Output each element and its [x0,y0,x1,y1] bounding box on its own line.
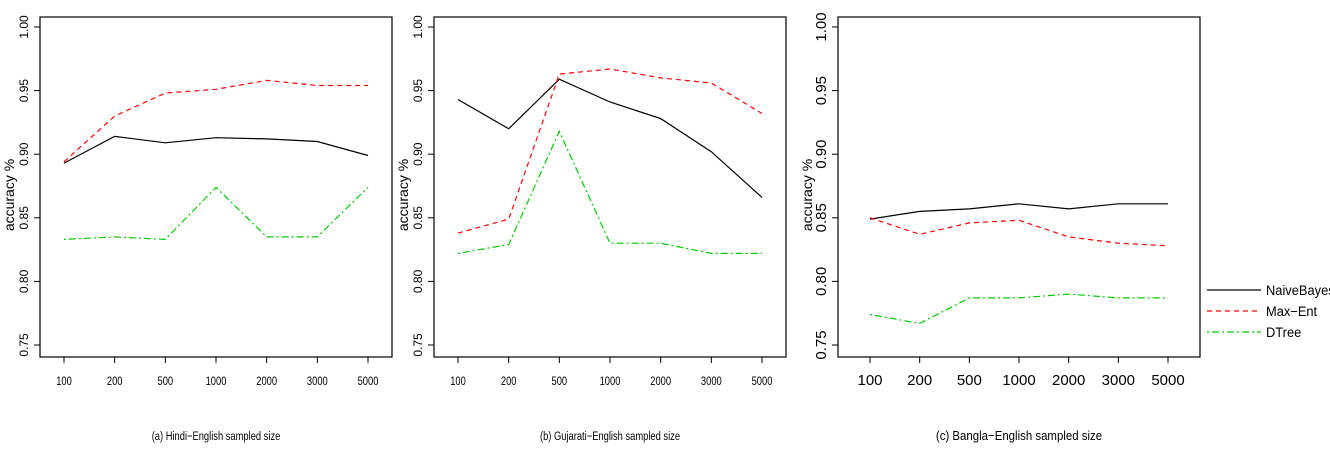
x-tick-label: 5000 [752,375,773,388]
y-tick-label: 0.85 [813,203,830,232]
y-tick-label: 0.90 [411,142,425,166]
x-tick-label: 5000 [358,375,379,388]
legend-label: DTree [1266,325,1301,341]
x-tick-label: 3000 [701,375,722,388]
y-tick-label: 0.95 [17,79,31,103]
x-tick-label: 5000 [1151,372,1184,389]
series-line-max-ent [63,79,368,163]
x-tick-label: 100 [56,375,72,388]
series-line-naivebayes [869,203,1168,220]
legend-label: NaiveBayes [1266,283,1330,299]
x-tick-label: 2000 [256,375,277,388]
y-tick-label: 1.00 [17,15,31,39]
y-tick-label: 0.95 [411,79,425,103]
y-axis-label: accuracy % [799,159,815,231]
x-tick-label: 200 [907,372,932,389]
y-tick-label: 0.90 [813,140,830,169]
y-tick-label: 1.00 [813,12,830,41]
y-axis-label: accuracy % [1,159,17,231]
x-tick-label: 3000 [307,375,328,388]
x-tick-label: 200 [107,375,123,388]
x-axis-label: (c) Bangla−English sampled size [936,428,1102,443]
x-tick-label: 1000 [600,375,621,388]
series-line-dtree [457,129,762,254]
plot-frame [433,16,787,358]
x-tick-label: 100 [450,375,466,388]
y-tick-label: 0.80 [411,269,425,293]
plot-frame [837,16,1201,358]
x-tick-label: 2000 [650,375,671,388]
y-tick-label: 0.85 [17,206,31,230]
x-axis-label: (a) Hindi−English sampled size [152,430,281,443]
x-tick-label: 2000 [1052,372,1085,389]
y-tick-label: 0.95 [813,76,830,105]
legend-label: Max−Ent [1266,304,1317,320]
series-line-dtree [63,186,369,241]
x-tick-label: 200 [501,375,517,388]
chart-panel-2: 0.75 0.80 0.85 0.90 0.95 1.00 100 200 500 1000 200… [395,15,787,443]
y-tick-label: 0.85 [411,206,425,230]
y-tick-label: 0.90 [17,142,31,166]
y-axis-label: accuracy % [395,159,411,231]
legend: NaiveBayes Max−Ent DTree [1207,283,1330,341]
x-tick-label: 500 [158,375,174,388]
chart-panel-1: 0.75 0.80 0.85 0.90 0.95 1.00 100 200 500 1000 200… [1,15,393,443]
series-line-max-ent [869,217,1169,247]
y-tick-label: 0.80 [17,269,31,293]
x-tick-label: 1000 [206,375,227,388]
x-tick-label: 1000 [1002,372,1035,389]
x-tick-label: 500 [957,372,982,389]
series-line-naivebayes [457,78,763,198]
y-tick-label: 0.75 [813,330,830,359]
x-tick-label: 3000 [1102,372,1135,389]
y-tick-label: 0.80 [813,267,830,296]
x-tick-label: 100 [857,372,882,389]
series-line-naivebayes [63,135,369,164]
y-tick-label: 0.75 [411,333,425,357]
y-tick-label: 0.75 [17,333,31,357]
y-tick-label: 1.00 [411,15,425,39]
x-axis-label: (b) Gujarati−English sampled size [540,430,680,443]
series-line-max-ent [457,68,763,234]
series-line-dtree [869,293,1168,325]
chart-panel-3: 0.75 0.80 0.85 0.90 0.95 1.00 100 200 500 1000 200… [799,12,1201,443]
x-tick-label: 500 [552,375,568,388]
